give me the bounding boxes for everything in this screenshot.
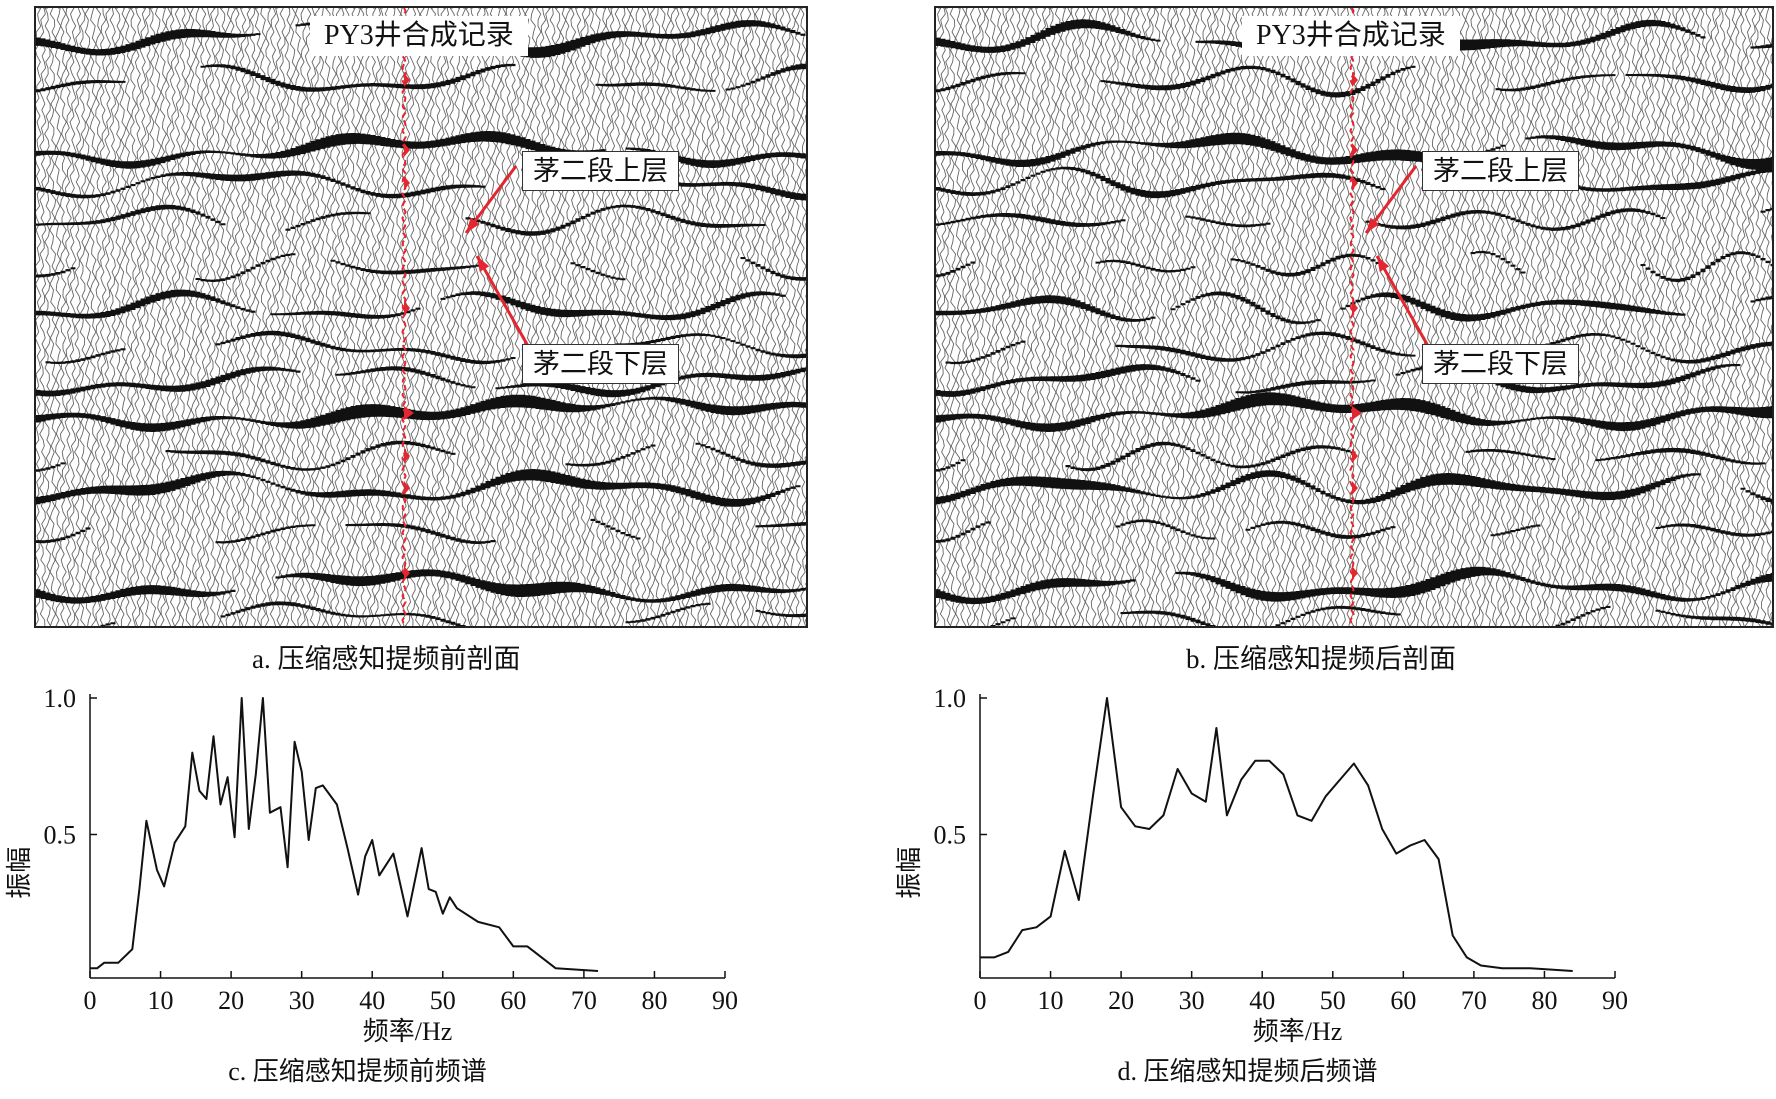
x-tick-label: 10 xyxy=(148,986,174,1015)
lower-layer-label-b: 茅二段下层 xyxy=(1422,344,1579,384)
seismic-traces-b xyxy=(936,8,1772,626)
x-tick-label: 90 xyxy=(712,986,738,1015)
x-tick-label: 10 xyxy=(1038,986,1064,1015)
x-tick-label: 60 xyxy=(500,986,526,1015)
seismic-section-a: PY3井合成记录 茅二段上层 茅二段下层 xyxy=(34,6,808,628)
x-axis-label: 频率/Hz xyxy=(1253,1017,1343,1046)
x-tick-label: 20 xyxy=(218,986,244,1015)
y-axis-label: 振幅 xyxy=(895,847,924,899)
x-tick-label: 0 xyxy=(974,986,987,1015)
x-tick-label: 40 xyxy=(1249,986,1275,1015)
spectrum-chart-d: 0 10 20 30 40 50 60 70 80 90 0.5 1.0 频率/Hz 振幅 d. 压缩感知提… xyxy=(895,684,1628,1086)
y-tick-label: 0.5 xyxy=(44,821,77,850)
caption-b: b. 压缩感知提频后剖面 xyxy=(1186,644,1456,674)
x-tick-label: 20 xyxy=(1108,986,1134,1015)
upper-layer-label-a: 茅二段上层 xyxy=(522,151,679,191)
spectrum-series-line xyxy=(90,697,599,972)
lower-layer-label-a: 茅二段下层 xyxy=(522,344,679,384)
x-tick-label: 80 xyxy=(1531,986,1557,1015)
y-tick-label: 1.0 xyxy=(44,684,77,713)
spectrum-chart-c: 0 10 20 30 40 50 60 70 80 90 0.5 1.0 频率/Hz 振幅 c. 压缩感知提… xyxy=(5,684,738,1086)
x-tick-label: 70 xyxy=(1461,986,1487,1015)
well-label-a: PY3井合成记录 xyxy=(310,16,528,56)
x-tick-label: 90 xyxy=(1602,986,1628,1015)
seismic-section-b: PY3井合成记录 茅二段上层 茅二段下层 xyxy=(934,6,1774,628)
caption-a: a. 压缩感知提频前剖面 xyxy=(252,644,521,674)
x-tick-label: 40 xyxy=(359,986,385,1015)
seismic-traces-a xyxy=(36,8,806,626)
well-label-b: PY3井合成记录 xyxy=(1242,16,1460,56)
x-tick-label: 60 xyxy=(1390,986,1416,1015)
upper-layer-label-b: 茅二段上层 xyxy=(1422,151,1579,191)
x-tick-label: 80 xyxy=(641,986,667,1015)
spectrum-series-line xyxy=(980,697,1573,972)
x-tick-label: 50 xyxy=(430,986,456,1015)
x-tick-label: 70 xyxy=(571,986,597,1015)
x-tick-label: 0 xyxy=(84,986,97,1015)
y-tick-label: 0.5 xyxy=(934,821,967,850)
y-tick-label: 1.0 xyxy=(934,684,967,713)
y-axis-label: 振幅 xyxy=(5,847,34,899)
chart-caption: d. 压缩感知提频后频谱 xyxy=(1117,1057,1377,1086)
chart-caption: c. 压缩感知提频前频谱 xyxy=(228,1057,487,1086)
x-axis-label: 频率/Hz xyxy=(363,1017,453,1046)
x-tick-label: 30 xyxy=(289,986,315,1015)
x-tick-label: 30 xyxy=(1179,986,1205,1015)
x-tick-label: 50 xyxy=(1320,986,1346,1015)
